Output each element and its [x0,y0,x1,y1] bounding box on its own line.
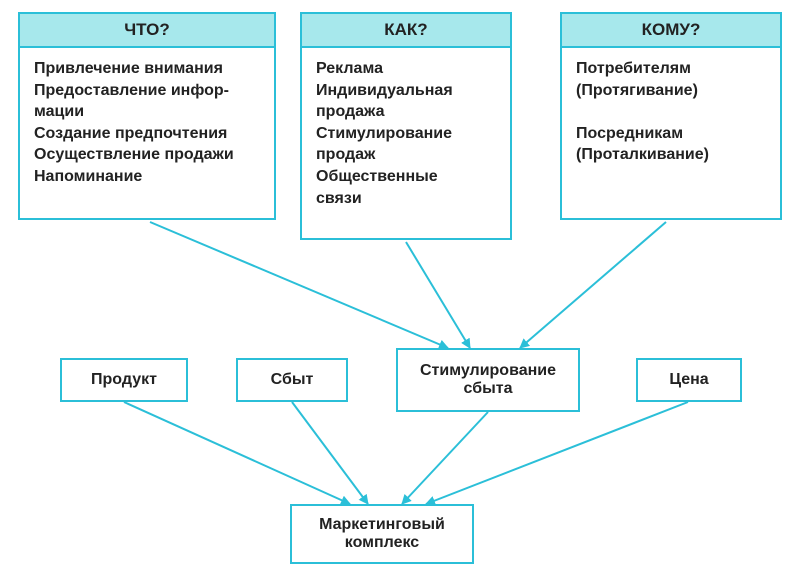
connector-arrow [426,402,688,504]
top-box-line: Привлечение внимания [34,58,260,80]
top-box-line: связи [316,188,496,210]
top-box-whom: КОМУ?Потребителям(Протягивание) Посредни… [560,12,782,220]
bottom-box-marketing-mix: Маркетинговый комплекс [290,504,474,564]
diagram-canvas: ЧТО?Привлечение вниманияПредоставление и… [0,0,800,581]
top-box-line: продажа [316,101,496,123]
top-box-line: Напоминание [34,166,260,188]
top-box-line: Создание предпочтения [34,123,260,145]
mid-box-label: Сбыт [271,371,314,389]
mid-box-price: Цена [636,358,742,402]
connector-arrow [402,412,488,504]
top-box-line: (Проталкивание) [576,144,766,166]
top-box-line: Общественные [316,166,496,188]
top-box-line: Стимулирование [316,123,496,145]
mid-box-label: Продукт [91,371,157,389]
mid-box-label: Стимулирование сбыта [420,362,556,398]
top-box-header: КОМУ? [562,14,780,48]
top-box-line: продаж [316,144,496,166]
connector-arrow [150,222,448,348]
top-box-line: Индивидуальная [316,80,496,102]
top-box-header: КАК? [302,14,510,48]
mid-box-label: Цена [669,371,708,389]
top-box-what: ЧТО?Привлечение вниманияПредоставление и… [18,12,276,220]
top-box-line: Предоставление инфор- [34,80,260,102]
connector-arrow [520,222,666,348]
connector-arrow [124,402,350,504]
top-box-how: КАК?РекламаИндивидуальнаяпродажаСтимулир… [300,12,512,240]
bottom-box-label: Маркетинговый комплекс [319,516,445,552]
connector-arrow [406,242,470,348]
top-box-body: РекламаИндивидуальнаяпродажаСтимулирован… [302,48,510,219]
mid-box-promotion: Стимулирование сбыта [396,348,580,412]
top-box-header: ЧТО? [20,14,274,48]
top-box-body: Привлечение вниманияПредоставление инфор… [20,48,274,198]
mid-box-distribution: Сбыт [236,358,348,402]
top-box-line [576,101,766,123]
top-box-line: Посредникам [576,123,766,145]
top-box-body: Потребителям(Протягивание) Посредникам(П… [562,48,780,176]
top-box-line: Реклама [316,58,496,80]
top-box-line: Осуществление продажи [34,144,260,166]
connector-arrow [292,402,368,504]
mid-box-product: Продукт [60,358,188,402]
top-box-line: мации [34,101,260,123]
top-box-line: (Протягивание) [576,80,766,102]
top-box-line: Потребителям [576,58,766,80]
